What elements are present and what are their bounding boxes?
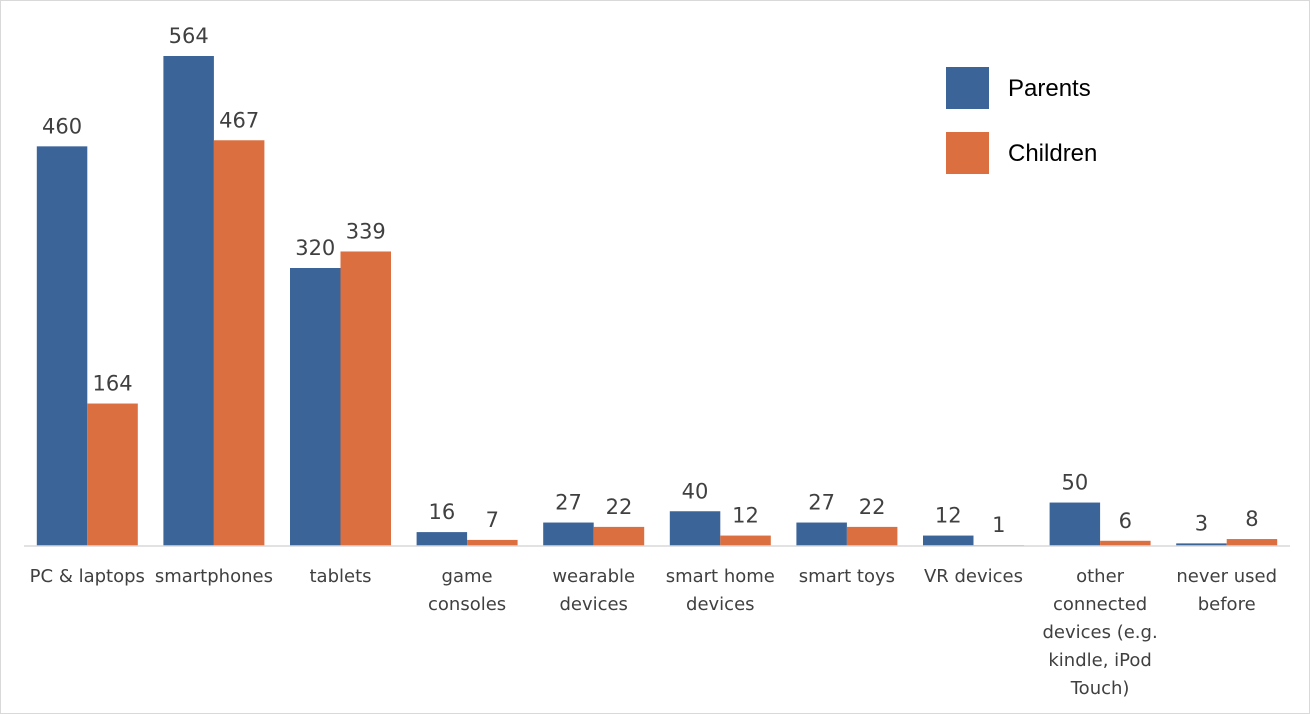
x-tick-label-line: PC & laptops [30, 566, 145, 587]
data-label-children-5: 12 [732, 504, 759, 528]
legend-label-children: Children [1008, 140, 1097, 167]
bar-parents-3 [416, 532, 468, 546]
data-label-parents-6: 27 [808, 491, 835, 515]
x-tick-label-line: devices [686, 594, 755, 615]
bar-children-4 [593, 526, 645, 546]
x-tick-label-line: smart home [666, 566, 775, 587]
x-tick-label-line: Touch) [1070, 678, 1130, 699]
x-tick-label-9: never used before [1176, 566, 1277, 615]
bar-parents-6 [796, 522, 847, 546]
x-tick-label-line: other [1076, 566, 1125, 587]
data-label-parents-1: 564 [169, 24, 209, 48]
data-label-children-9: 8 [1245, 507, 1258, 531]
bar-parents-7 [923, 535, 974, 546]
x-tick-label-line: tablets [309, 566, 371, 587]
data-label-children-2: 339 [346, 219, 386, 243]
x-tick-label-line: devices [559, 594, 628, 615]
data-label-children-3: 7 [486, 508, 499, 532]
bar-parents-1 [163, 56, 214, 546]
x-tick-label-line: before [1198, 594, 1256, 615]
bar-children-9 [1226, 539, 1278, 546]
data-label-children-6: 22 [859, 495, 886, 519]
x-tick-label-line: consoles [428, 594, 506, 615]
legend-swatch-children [946, 132, 989, 174]
x-tick-label-4: wearable devices [552, 566, 635, 615]
bar-children-8 [1100, 540, 1151, 546]
data-label-parents-0: 460 [42, 114, 82, 138]
bar-parents-8 [1049, 502, 1101, 546]
bar-children-1 [213, 140, 265, 546]
x-tick-label-line: never used [1176, 566, 1277, 587]
x-tick-label-6: smart toys [799, 566, 895, 587]
bar-children-2 [340, 251, 391, 547]
data-label-children-7: 1 [992, 513, 1005, 537]
x-tick-labels-layer: PC & laptops smartphones tablets game consol… [30, 566, 1277, 699]
bar-parents-2 [290, 267, 341, 546]
x-tick-label-line: game [442, 566, 493, 587]
x-tick-label-0: PC & laptops [30, 566, 145, 587]
data-label-parents-7: 12 [935, 504, 962, 528]
data-label-children-8: 6 [1119, 509, 1132, 533]
x-tick-label-line: wearable [552, 566, 635, 587]
data-label-parents-9: 3 [1195, 511, 1208, 535]
x-tick-label-line: VR devices [924, 566, 1023, 587]
x-tick-label-line: connected [1053, 594, 1147, 615]
x-tick-label-7: VR devices [924, 566, 1023, 587]
x-tick-label-line: kindle, iPod [1048, 650, 1151, 671]
data-label-children-1: 467 [219, 108, 259, 132]
bar-parents-9 [1176, 543, 1227, 546]
x-tick-label-8: other connected devices (e.g. kindle, iPod T… [1042, 566, 1157, 699]
bar-parents-5 [669, 511, 721, 546]
bar-children-5 [720, 535, 771, 546]
bar-children-0 [87, 403, 138, 546]
data-label-parents-8: 50 [1061, 471, 1088, 495]
data-label-parents-2: 320 [295, 236, 335, 260]
data-label-parents-4: 27 [555, 491, 582, 515]
bar-parents-4 [543, 522, 594, 546]
x-tick-label-line: smartphones [155, 566, 273, 587]
x-tick-label-line: devices (e.g. [1042, 622, 1157, 643]
x-tick-label-5: smart home devices [666, 566, 775, 615]
data-labels-layer: 460 164 564 467 320 339 16 7 27 22 40 12 27 22 12 1 50 6 3… [42, 24, 1259, 537]
x-tick-label-line: smart toys [799, 566, 895, 587]
bars-layer [36, 56, 1278, 547]
x-tick-label-2: tablets [309, 566, 371, 587]
legend-swatch-parents [946, 67, 989, 109]
bar-children-3 [467, 539, 518, 546]
data-label-children-4: 22 [606, 495, 633, 519]
data-label-parents-5: 40 [682, 479, 709, 503]
data-label-parents-3: 16 [428, 500, 455, 524]
data-label-children-0: 164 [93, 372, 133, 396]
x-tick-label-1: smartphones [155, 566, 273, 587]
legend-label-parents: Parents [1008, 75, 1091, 102]
bar-parents-0 [36, 146, 88, 546]
legend: Parents Children [946, 67, 1097, 174]
bar-children-6 [846, 526, 898, 546]
x-tick-label-3: game consoles [428, 566, 506, 615]
